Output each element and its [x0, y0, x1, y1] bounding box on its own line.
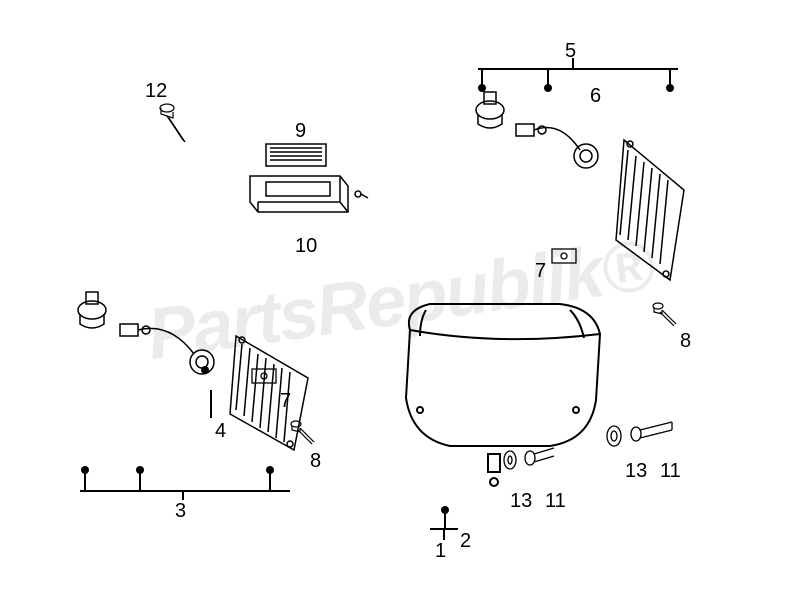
parts-diagram: PartsRepublik® — [0, 0, 800, 600]
leader-1-stem — [443, 528, 445, 540]
leader-3-stem — [182, 490, 184, 500]
callout-5: 5 — [565, 40, 576, 63]
callout-13b: 13 — [510, 490, 532, 513]
part-7-clip-lower — [250, 365, 280, 387]
callout-11b: 11 — [545, 490, 566, 513]
part-9-10-plate-light — [230, 140, 370, 230]
part-7-clip-upper — [550, 245, 580, 267]
part-11-13-left — [498, 438, 558, 488]
part-12-screw — [155, 100, 195, 150]
leader-3b-v — [139, 470, 141, 490]
leader-3c-v — [269, 470, 271, 490]
part-3-left-indicator — [60, 280, 320, 460]
callout-8: 8 — [310, 450, 321, 473]
callout-9: 9 — [295, 120, 306, 143]
callout-4: 4 — [215, 420, 226, 443]
callout-10: 10 — [295, 235, 317, 258]
leader-5-h — [478, 68, 678, 70]
leader-5b-v — [547, 68, 549, 88]
callout-13: 13 — [625, 460, 647, 483]
callout-6: 6 — [590, 85, 601, 108]
callout-12: 12 — [145, 80, 167, 103]
callout-3: 3 — [175, 500, 186, 523]
part-8-screw-upper — [650, 300, 680, 330]
part-11-13-right — [600, 412, 680, 462]
callout-2: 2 — [460, 530, 471, 553]
part-5-right-indicator — [460, 80, 700, 290]
leader-4 — [210, 390, 212, 418]
callout-11: 11 — [660, 460, 681, 483]
leader-5a-v — [481, 68, 483, 88]
part-8-screw-lower — [288, 418, 318, 448]
callout-1: 1 — [435, 540, 446, 563]
callout-7b: 7 — [535, 260, 546, 283]
leader-5c-v — [669, 68, 671, 88]
dot-4 — [201, 366, 209, 374]
leader-3-h — [80, 490, 290, 492]
leader-1-v — [444, 510, 446, 528]
callout-8b: 8 — [680, 330, 691, 353]
leader-3a-v — [84, 470, 86, 490]
callout-7: 7 — [280, 390, 291, 413]
